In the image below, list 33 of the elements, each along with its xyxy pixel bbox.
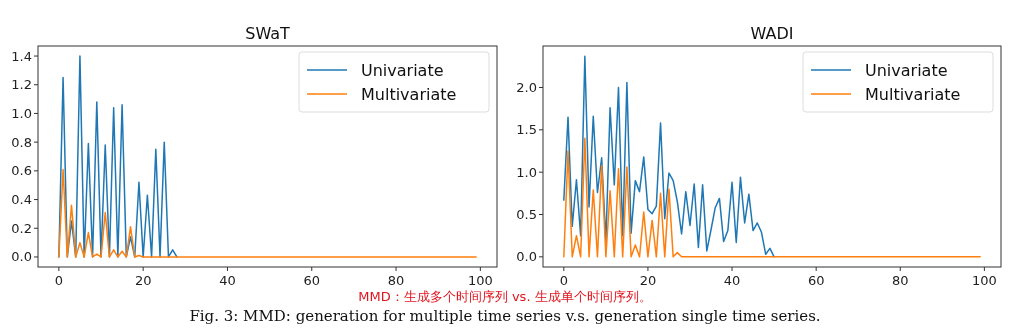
legend-label: Univariate bbox=[865, 61, 948, 80]
text: MMD：生成多个时间序列 vs. 生成单个时间序列。 bbox=[358, 289, 652, 304]
x-tick-label: 80 bbox=[387, 273, 405, 288]
y-tick-label: 0.0 bbox=[11, 249, 32, 265]
legend-label: Univariate bbox=[361, 61, 444, 80]
y-tick-label: 1.0 bbox=[516, 164, 537, 180]
x-tick-label: 100 bbox=[971, 273, 997, 288]
y-tick-label: 0.8 bbox=[11, 134, 32, 150]
y-tick-label: 0.6 bbox=[11, 163, 32, 179]
y-tick-label: 0.0 bbox=[516, 249, 537, 265]
y-tick-label: 0.2 bbox=[11, 220, 32, 236]
x-tick-label: 20 bbox=[639, 273, 657, 288]
y-tick-label: 1.2 bbox=[11, 77, 32, 93]
y-tick-label: 1.4 bbox=[11, 48, 32, 64]
x-tick-label: 40 bbox=[723, 273, 741, 288]
legend-label: Multivariate bbox=[361, 85, 457, 104]
y-tick-label: 1.5 bbox=[516, 122, 537, 138]
x-tick-label: 80 bbox=[892, 273, 909, 288]
chart-title: WADI bbox=[750, 24, 794, 43]
x-tick-label: 20 bbox=[134, 273, 152, 288]
x-tick-label: 60 bbox=[303, 273, 321, 288]
chart-title: SWaT bbox=[245, 24, 290, 43]
legend-label: Multivariate bbox=[865, 85, 961, 104]
x-tick-label: 40 bbox=[219, 273, 236, 288]
x-tick-label: 0 bbox=[54, 273, 63, 288]
y-tick-label: 2.0 bbox=[516, 79, 537, 95]
y-tick-label: 1.0 bbox=[11, 105, 32, 121]
x-tick-label: 100 bbox=[467, 273, 493, 288]
y-tick-label: 0.4 bbox=[11, 192, 32, 208]
x-tick-label: 0 bbox=[559, 273, 568, 288]
y-tick-label: 0.5 bbox=[516, 207, 537, 222]
caption: Fig. 3: MMD: generation for multiple time series v.s. generation single time series. bbox=[189, 307, 821, 325]
x-tick-label: 60 bbox=[807, 273, 825, 288]
